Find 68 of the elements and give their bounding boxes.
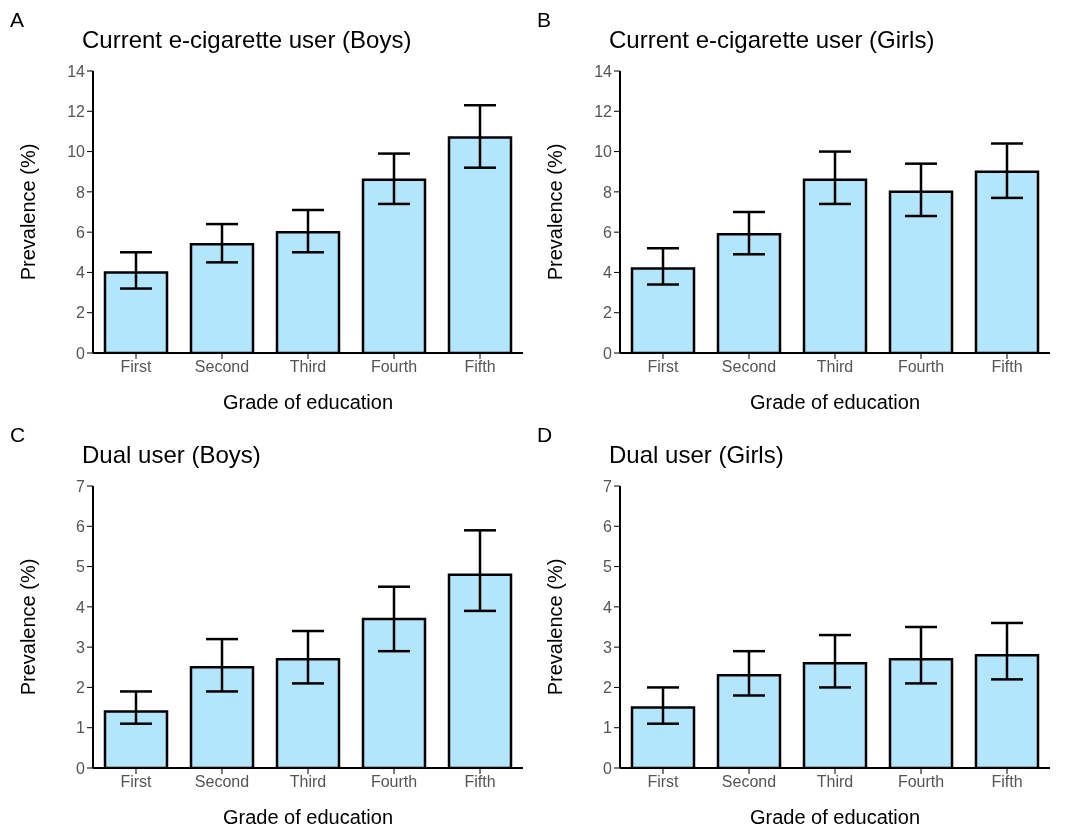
text: C — [10, 423, 26, 447]
chart-title: Current e-cigarette user (Girls) — [609, 26, 935, 54]
x-tick-label: Fifth — [464, 773, 496, 791]
y-tick-label: 0 — [603, 344, 613, 362]
x-tick-label: First — [647, 773, 680, 791]
x-axis-title: Grade of education — [749, 391, 921, 413]
y-tick-label: 1 — [76, 719, 86, 737]
x-tick-label: Fourth — [897, 773, 945, 791]
text: A — [10, 8, 25, 32]
y-tick-label: 2 — [603, 304, 613, 322]
x-tick-label: Second — [194, 358, 250, 376]
chart-title: Dual user (Boys) — [82, 441, 261, 469]
y-tick-label: 5 — [76, 558, 86, 576]
y-tick-label: 0 — [603, 759, 613, 777]
x-tick-label: First — [647, 358, 680, 376]
x-tick-label: Fourth — [370, 358, 418, 376]
x-tick-label: Fifth — [991, 773, 1023, 791]
x-tick-label: Second — [721, 773, 777, 791]
y-tick-label: 14 — [67, 62, 86, 80]
y-tick-label: 2 — [603, 679, 613, 697]
y-axis-title: Prevalence (%) — [544, 558, 567, 696]
y-tick-label: 1 — [603, 719, 613, 737]
y-tick-label: 4 — [76, 264, 86, 282]
y-tick-label: 5 — [603, 558, 613, 576]
y-tick-label: 6 — [76, 517, 86, 535]
y-tick-label: 14 — [594, 62, 613, 80]
chart-title: Dual user (Girls) — [609, 441, 784, 469]
x-tick-label: Third — [816, 358, 854, 376]
y-tick-label: 6 — [76, 223, 86, 241]
y-tick-label: 12 — [594, 102, 613, 120]
y-tick-label: 3 — [603, 638, 613, 656]
chart-title: Current e-cigarette user (Boys) — [82, 26, 412, 54]
x-tick-label: Third — [289, 773, 327, 791]
y-tick-label: 0 — [76, 344, 86, 362]
x-tick-label: First — [120, 773, 153, 791]
y-tick-label: 6 — [603, 223, 613, 241]
x-tick-label: Fifth — [464, 358, 496, 376]
y-axis-title: Prevalence (%) — [544, 143, 567, 281]
y-tick-label: 12 — [67, 102, 86, 120]
y-tick-label: 8 — [603, 183, 613, 201]
text: B — [537, 8, 552, 32]
y-tick-label: 10 — [594, 143, 613, 161]
x-axis-title: Grade of education — [749, 806, 921, 828]
x-tick-label: Second — [194, 773, 250, 791]
x-tick-label: Fourth — [370, 773, 418, 791]
x-tick-label: First — [120, 358, 153, 376]
y-tick-label: 10 — [67, 143, 86, 161]
y-axis-title: Prevalence (%) — [17, 143, 40, 281]
y-tick-label: 4 — [603, 598, 613, 616]
y-tick-label: 7 — [603, 477, 613, 495]
y-tick-label: 8 — [76, 183, 86, 201]
x-axis-title: Grade of education — [222, 806, 394, 828]
x-tick-label: Second — [721, 358, 777, 376]
y-tick-label: 0 — [76, 759, 86, 777]
y-tick-label: 4 — [603, 264, 613, 282]
y-axis-title: Prevalence (%) — [17, 558, 40, 696]
y-tick-label: 6 — [603, 517, 613, 535]
x-tick-label: Fourth — [897, 358, 945, 376]
x-axis-title: Grade of education — [222, 391, 394, 413]
y-tick-label: 4 — [76, 598, 86, 616]
y-tick-label: 3 — [76, 638, 86, 656]
y-tick-label: 2 — [76, 304, 86, 322]
text: D — [537, 423, 553, 447]
x-tick-label: Third — [289, 358, 327, 376]
x-tick-label: Fifth — [991, 358, 1023, 376]
y-tick-label: 2 — [76, 679, 86, 697]
y-tick-label: 7 — [76, 477, 86, 495]
x-tick-label: Third — [816, 773, 854, 791]
